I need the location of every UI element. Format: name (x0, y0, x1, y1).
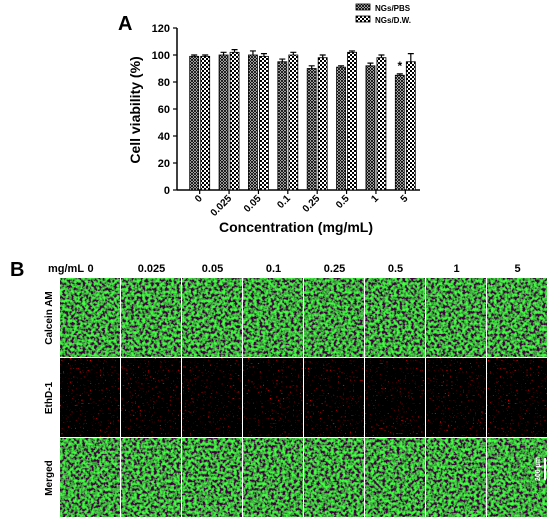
legend-swatch (355, 3, 371, 11)
y-tick-label: 60 (158, 104, 170, 116)
y-axis-label: Cell viability (%) (127, 56, 143, 163)
error-bar (249, 50, 256, 55)
y-tick-label: 100 (152, 50, 170, 62)
y-tick-label: 120 (152, 23, 170, 35)
x-tick-label: 0.025 (209, 193, 235, 219)
error-bar (231, 49, 238, 53)
bar (218, 54, 229, 191)
row-label: EthD-1 (44, 381, 55, 414)
error-bar (319, 54, 326, 58)
micrograph (121, 358, 181, 437)
bar (277, 61, 288, 191)
micrograph (243, 278, 303, 357)
error-bar (220, 51, 227, 55)
bar (365, 65, 376, 191)
legend-swatch (355, 15, 371, 23)
x-tick-label: 0.5 (334, 193, 352, 211)
micrograph (243, 438, 303, 517)
micrograph (60, 358, 120, 437)
x-tick-label: 5 (399, 193, 411, 205)
column-label: 5 (514, 263, 520, 275)
micrograph (365, 278, 425, 357)
micrographs (60, 278, 547, 517)
micrograph (182, 278, 242, 357)
error-bar (349, 50, 356, 53)
error-bar (367, 62, 374, 66)
error-bar (260, 53, 267, 57)
legend-label: NGs/PBS (375, 4, 411, 13)
micrograph (487, 438, 547, 517)
micrograph (60, 278, 120, 357)
bar (336, 66, 346, 191)
bar (229, 51, 240, 191)
error-bar (202, 54, 209, 57)
error-bar (290, 51, 297, 55)
panel-label: A (118, 13, 132, 35)
micrograph (426, 438, 486, 517)
column-label: 0.5 (388, 263, 403, 275)
panel-label: B (10, 259, 24, 281)
column-label: 0.1 (266, 263, 281, 275)
error-bar (279, 58, 286, 62)
row-label: Calcein AM (44, 291, 55, 345)
bar (405, 61, 416, 191)
bar (200, 55, 211, 191)
error-bar (396, 73, 403, 76)
column-label: 0 (87, 263, 93, 275)
micrograph (365, 438, 425, 517)
micrograph (426, 278, 486, 357)
micrograph (426, 358, 486, 437)
column-label: 0.025 (138, 263, 166, 275)
error-bar (378, 54, 385, 58)
bar (394, 74, 405, 191)
bar (259, 55, 269, 191)
micrograph (304, 438, 364, 517)
bar (248, 54, 258, 191)
bar (306, 68, 317, 191)
error-bar (191, 54, 198, 57)
y-tick-label: 0 (164, 185, 170, 197)
column-label: 0.05 (202, 263, 223, 275)
micrograph (121, 278, 181, 357)
scale-bar-label: 200 μm (535, 457, 542, 481)
micrograph (121, 438, 181, 517)
micrograph (182, 358, 242, 437)
micrograph (243, 358, 303, 437)
error-bar (308, 65, 315, 69)
x-axis-label: Concentration (mg/mL) (219, 219, 373, 235)
y-tick-label: 80 (158, 77, 170, 89)
bar (189, 55, 200, 191)
bar (317, 57, 328, 191)
bar (376, 57, 387, 191)
error-bar (338, 65, 345, 68)
x-tick-label: 0.05 (242, 193, 264, 215)
micrograph (365, 358, 425, 437)
y-tick-label: 20 (158, 158, 170, 170)
error-bar (407, 53, 414, 62)
micrograph (487, 278, 547, 357)
x-tick-label: 0.25 (301, 193, 323, 215)
x-tick-label: 1 (369, 193, 381, 205)
row-label: Merged (44, 460, 55, 496)
micrograph (304, 358, 364, 437)
micrograph (304, 278, 364, 357)
bar (347, 51, 357, 191)
micrograph (487, 358, 547, 437)
micrograph (182, 438, 242, 517)
micrograph (60, 438, 120, 517)
annotation: * (397, 59, 402, 73)
column-label: 0.25 (324, 263, 345, 275)
legend-label: NGs/D.W. (375, 16, 411, 25)
column-label: 1 (453, 263, 459, 275)
x-tick-label: 0.1 (275, 193, 293, 211)
y-tick-label: 40 (158, 131, 170, 143)
unit-label: mg/mL (48, 263, 84, 275)
bar (288, 54, 299, 191)
x-tick-label: 0 (193, 193, 205, 205)
